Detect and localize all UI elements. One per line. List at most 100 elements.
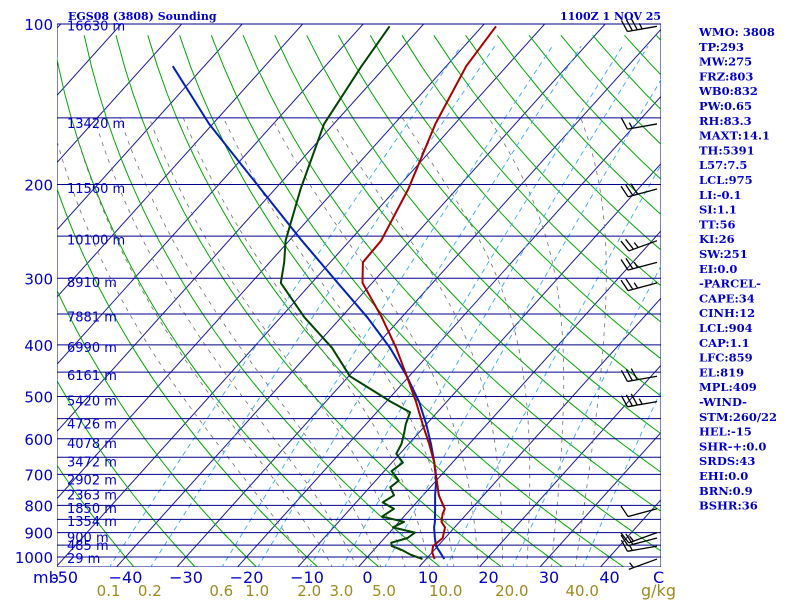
dry-adiabat-line — [465, 35, 661, 251]
sounding-indices-panel: WMO: 3808TP:293MW:275FRZ:803WB0:832PW:0.… — [698, 25, 777, 513]
mixing-ratio-line — [445, 163, 661, 567]
height-level-label: 2363 m — [67, 488, 117, 503]
mixing-ratio-line — [582, 389, 661, 567]
mixing-ratio-line — [257, 45, 582, 567]
dry-adiabat-line — [57, 56, 380, 567]
wind-barb — [620, 533, 658, 547]
isobar-lines — [57, 23, 661, 558]
sounding-index-entry: LFC:859 — [699, 351, 753, 365]
wind-barb — [620, 505, 658, 518]
height-level-label: 10100 m — [67, 234, 125, 249]
pressure-tick-label: 500 — [24, 389, 53, 407]
temperature-tick-label: -50 — [52, 568, 78, 587]
sounding-index-entry: EHI:0.0 — [699, 469, 748, 483]
wind-barb — [628, 558, 658, 570]
height-level-label: 3472 m — [67, 456, 117, 471]
sounding-index-entry: CINH:12 — [699, 306, 755, 320]
pressure-tick-label: 400 — [24, 337, 53, 355]
height-level-label: 6990 m — [67, 341, 117, 356]
sounding-index-entry: L57:7.5 — [699, 158, 747, 172]
height-level-label: 1850 m — [67, 502, 117, 517]
sounding-index-entry: PW:0.65 — [699, 99, 752, 113]
sounding-index-entry: LI:-0.1 — [699, 188, 742, 202]
wind-barb — [620, 539, 658, 552]
moist-adiabat-line — [401, 117, 531, 567]
mixing-ratio-tick-label: 0.2 — [138, 582, 162, 600]
temperature-tick-label: −30 — [169, 568, 203, 587]
height-level-label: 5420 m — [67, 395, 117, 410]
pressure-tick-label: 800 — [24, 497, 53, 515]
sounding-index-entry: TH:5391 — [699, 143, 755, 157]
pressure-tick-label: 100 — [24, 16, 53, 34]
mixing-ratio-line — [108, 45, 462, 567]
sounding-index-entry: -WIND- — [699, 395, 747, 409]
isotherm-line — [57, 24, 546, 567]
dry-adiabat-line — [210, 35, 661, 552]
dry-adiabat-line — [242, 35, 661, 512]
wind-barb — [620, 238, 658, 252]
mixing-ratio-tick-label: 20.0 — [495, 582, 528, 600]
dry-adiabat-line — [57, 379, 196, 567]
dry-adiabat-line — [83, 35, 442, 567]
wind-barb — [620, 183, 658, 198]
sounding-index-entry: EL:819 — [699, 365, 744, 379]
wind-barb — [620, 117, 658, 130]
dry-adiabat-line — [274, 35, 661, 473]
mixing-ratio-tick-label: 2.0 — [297, 582, 321, 600]
mixing-ratio-line — [341, 45, 649, 567]
sounding-index-entry: STM:260/22 — [699, 410, 777, 424]
isotherm-line — [57, 24, 243, 231]
dry-adiabat-line — [115, 35, 503, 567]
sounding-index-entry: BRN:0.9 — [699, 484, 753, 498]
height-level-label: 485 m — [67, 539, 109, 554]
sounding-index-entry: CAPE:34 — [699, 291, 755, 305]
sounding-index-entry: WB0:832 — [698, 84, 758, 98]
height-level-label: 4726 m — [67, 417, 117, 432]
temperature-tick-label: 0 — [362, 568, 372, 587]
dry-adiabat-line — [783, 35, 800, 568]
temperature-line — [361, 25, 497, 560]
mixing-ratio-tick-label: 10.0 — [429, 582, 462, 600]
wind-barb — [620, 257, 658, 271]
isotherm-line — [297, 162, 661, 567]
temperature-tick-label: −40 — [109, 568, 143, 587]
mixing-ratio-line — [150, 45, 496, 567]
sounding-index-entry: LCL:904 — [699, 321, 753, 335]
sounding-index-entry: SI:1.1 — [699, 203, 737, 217]
isotherm-line — [57, 24, 364, 365]
temperature-tick-label: 30 — [539, 568, 559, 587]
pressure-tick-label: 700 — [24, 466, 53, 484]
dry-adiabat-line — [57, 464, 135, 567]
dry-adiabat-line — [369, 35, 661, 360]
mixing-ratio-tick-label: 0.6 — [209, 582, 233, 600]
isotherm-line — [478, 364, 661, 567]
temperature-tick-label: 40 — [599, 568, 619, 587]
pressure-tick-label: 1000 — [15, 549, 53, 567]
isotherm-line — [57, 24, 425, 433]
dry-adiabat-line — [147, 35, 564, 567]
sounding-index-entry: LCL:975 — [699, 173, 753, 187]
wind-barbs — [620, 18, 658, 570]
sounding-index-entry: MW:275 — [699, 55, 752, 69]
sounding-index-entry: -PARCEL- — [699, 277, 761, 291]
height-level-label: 4078 m — [67, 437, 117, 452]
sounding-profiles — [171, 25, 497, 561]
isotherm-line — [57, 24, 183, 164]
mixing-ratio-line — [221, 45, 553, 567]
isotherm-line — [357, 230, 661, 567]
sounding-index-entry: EI:0.0 — [699, 262, 737, 276]
plot-frame — [57, 24, 661, 567]
parcel-path-line — [171, 65, 446, 560]
wind-barb — [620, 393, 658, 408]
height-level-label: 6161 m — [67, 369, 117, 384]
sounding-index-entry: FRZ:803 — [699, 69, 753, 83]
sounding-index-entry: TT:56 — [699, 217, 736, 231]
isotherm-line — [57, 24, 485, 500]
background-grid — [57, 24, 800, 568]
height-level-label: 900 m — [67, 531, 109, 546]
temperature-tick-label: 20 — [478, 568, 498, 587]
pressure-tick-label: 600 — [24, 431, 53, 449]
mixing-ratio-unit-label: g/kg — [641, 581, 676, 600]
height-level-label: 29 m — [67, 552, 100, 567]
